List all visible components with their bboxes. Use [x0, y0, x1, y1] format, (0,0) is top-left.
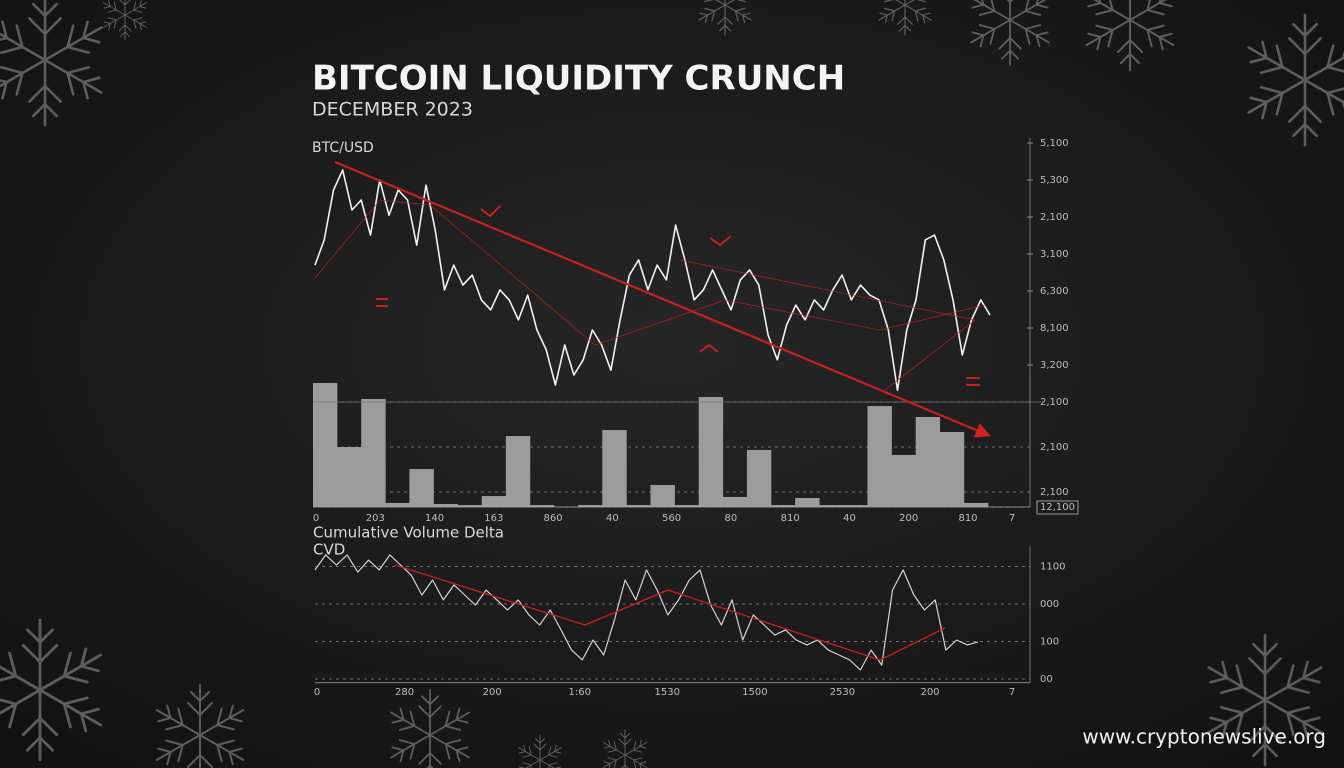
y-tick-label: 2,100	[1040, 442, 1069, 453]
bar	[819, 505, 844, 507]
y-tick-label: 12,100	[1040, 502, 1075, 513]
x-tick-label: 7	[1009, 687, 1015, 698]
y-tick-label: 1100	[1040, 562, 1065, 573]
bar	[915, 417, 941, 507]
y-tick-label: 100	[1040, 637, 1059, 648]
bar	[361, 399, 386, 507]
bar	[698, 397, 724, 507]
x-tick-label: 810	[781, 513, 800, 524]
y-tick-label: 3,100	[1040, 249, 1069, 260]
bar	[481, 496, 507, 507]
bar	[337, 447, 362, 507]
bar	[578, 505, 603, 507]
x-tick-label: 7	[1009, 513, 1015, 524]
bar	[843, 505, 868, 507]
bar	[505, 436, 531, 507]
trend-line	[884, 319, 976, 391]
chevron	[699, 343, 719, 353]
bar	[891, 454, 916, 507]
y-tick-label: 2,100	[1040, 397, 1069, 408]
tick-box	[1036, 500, 1079, 515]
trend-line	[679, 259, 976, 321]
x-tick-label: 0	[313, 513, 319, 524]
bar	[602, 430, 627, 507]
x-tick-label: 0	[314, 687, 320, 698]
equal-mark	[376, 298, 980, 386]
bar	[626, 505, 651, 507]
bar	[746, 450, 772, 507]
bar	[650, 484, 675, 507]
y-tick-label: 2,100	[1040, 487, 1069, 498]
x-tick-label: 1530	[655, 687, 680, 698]
x-tick-label: 1:60	[568, 687, 590, 698]
footer: www.cryptonewslive.org	[1082, 725, 1326, 749]
bar	[529, 505, 555, 507]
y-tick-label: 00	[1040, 674, 1053, 685]
bar	[409, 469, 434, 507]
x-tick-label: 560	[662, 513, 681, 524]
y-tick-label: 2,100	[1040, 212, 1069, 223]
cvd-trend	[394, 564, 946, 661]
x-tick-label: 163	[484, 513, 503, 524]
bar	[963, 502, 989, 507]
chevron	[709, 235, 732, 247]
bar	[385, 502, 410, 507]
y-tick-label: 5,300	[1040, 175, 1069, 186]
bar	[939, 432, 965, 507]
bar	[867, 406, 892, 507]
bar	[433, 504, 458, 507]
bar	[674, 505, 700, 507]
x-tick-label: 200	[899, 513, 918, 524]
bar	[313, 382, 338, 507]
title: BITCOIN LIQUIDITY CRUNCH	[312, 59, 845, 99]
price-label: BTC/USD	[312, 140, 374, 156]
subtitle: DECEMBER 2023	[312, 99, 473, 121]
data-line	[314, 554, 979, 671]
trend-line	[314, 199, 986, 346]
x-tick-label: 1500	[742, 687, 767, 698]
annotations	[314, 160, 991, 661]
x-tick-label: 860	[544, 513, 563, 524]
bar	[771, 505, 796, 507]
x-tick-label: 200	[483, 687, 502, 698]
y-tick-label: 5,100	[1040, 138, 1069, 149]
x-tick-label: 80	[725, 513, 738, 524]
cvd-title: Cumulative Volume Delta	[313, 524, 504, 542]
x-tick-label: 280	[395, 687, 414, 698]
bar	[457, 505, 483, 507]
x-tick-label: 200	[920, 687, 939, 698]
x-tick-label: 140	[425, 513, 444, 524]
data-line	[314, 169, 991, 392]
bar	[795, 498, 820, 507]
plots: 5,100 5,300 2,100 3,100 6,300 8,100 3,200 0 203 1…	[313, 138, 1079, 698]
x-tick-label: 810	[958, 513, 977, 524]
y-tick-label: 8,100	[1040, 323, 1069, 334]
cvd-label: CVD	[313, 541, 345, 559]
y-tick-label: 3,200	[1040, 360, 1069, 371]
x-tick-label: 40	[843, 513, 856, 524]
x-tick-label: 40	[606, 513, 619, 524]
x-tick-label: 2530	[830, 687, 855, 698]
chevron	[480, 205, 501, 218]
y-tick-label: 6,300	[1040, 286, 1069, 297]
x-tick-label: 203	[366, 513, 385, 524]
y-tick-label: 000	[1040, 599, 1059, 610]
trend-arrow	[334, 160, 991, 438]
bar	[722, 496, 748, 507]
